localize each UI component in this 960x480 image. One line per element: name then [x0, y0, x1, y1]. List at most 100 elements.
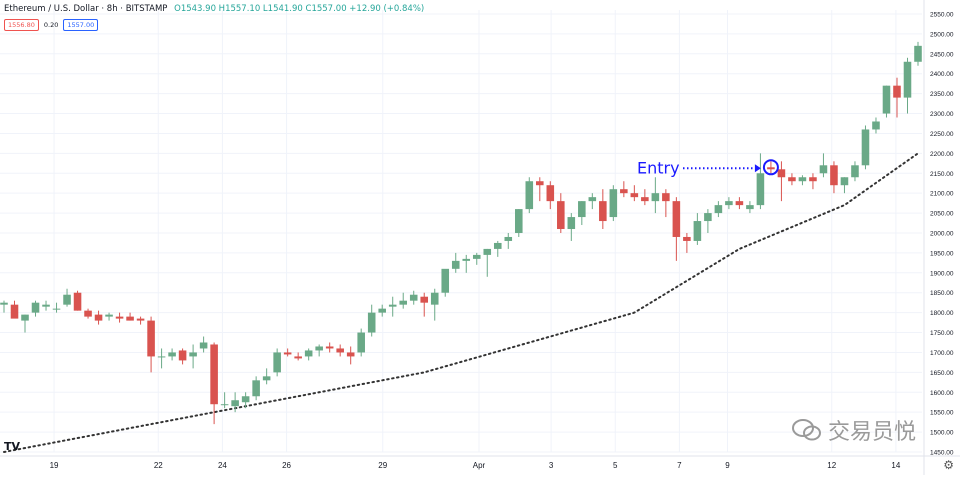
candle-up	[651, 193, 660, 202]
y-tick-label: 1750.00	[930, 330, 954, 337]
x-tick-label: 3	[549, 461, 554, 470]
candle-up	[42, 304, 50, 307]
candle-down	[546, 185, 555, 202]
candle-up	[756, 173, 765, 206]
watermark: 交易员悦	[791, 414, 916, 446]
wechat-icon	[791, 419, 821, 441]
y-tick-label: 2050.00	[930, 211, 954, 218]
trendline	[3, 152, 919, 453]
candle-up	[63, 294, 71, 305]
candle-down	[73, 292, 82, 311]
y-tick-label: 2550.00	[930, 11, 954, 18]
candle-up	[914, 45, 922, 62]
candle-down	[294, 356, 302, 359]
x-tick-label: 24	[218, 461, 227, 470]
trade-badges: 1556.80 0.20 1557.00	[4, 19, 99, 31]
symbol-title[interactable]: Ethereum / U.S. Dollar · 8h · BITSTAMP	[4, 4, 168, 14]
x-tick-label: 26	[282, 461, 291, 470]
candle-down	[893, 85, 901, 98]
candle-up	[578, 201, 586, 218]
candle-down	[94, 314, 103, 321]
candle-up	[882, 85, 891, 114]
x-tick-label: 19	[50, 461, 59, 470]
y-tick-label: 2300.00	[930, 111, 954, 118]
candle-down	[830, 165, 838, 186]
candle-up	[220, 404, 229, 406]
y-tick-label: 2200.00	[930, 151, 954, 158]
candle-down	[84, 310, 92, 317]
candle-down	[420, 296, 429, 303]
candle-down	[283, 352, 292, 355]
candle-up	[52, 308, 61, 310]
y-tick-label: 2400.00	[930, 71, 954, 78]
candle-up	[861, 129, 870, 166]
y-tick-label: 2350.00	[930, 91, 954, 98]
candle-up	[704, 213, 712, 222]
candle-up	[609, 189, 618, 218]
y-tick-label: 2500.00	[930, 31, 954, 38]
x-tick-label: 5	[613, 461, 618, 470]
candle-up	[514, 209, 523, 233]
x-tick-label: 12	[827, 461, 836, 470]
y-tick-label: 1450.00	[930, 450, 954, 457]
spread-value: 0.20	[43, 21, 59, 29]
x-tick-label: 14	[891, 461, 900, 470]
candle-down	[210, 344, 218, 405]
y-tick-label: 2150.00	[930, 171, 954, 178]
candle-up	[493, 242, 502, 249]
candle-down	[147, 320, 155, 357]
candle-up	[0, 302, 8, 305]
candle-down	[735, 201, 744, 206]
candle-up	[199, 342, 208, 349]
y-tick-label: 2100.00	[930, 191, 954, 198]
candle-up	[525, 181, 534, 210]
candle-up	[409, 294, 418, 301]
candle-up	[441, 268, 450, 293]
candle-down	[672, 201, 681, 237]
candle-up	[451, 260, 460, 269]
candle-up	[262, 376, 271, 381]
candle-up	[273, 352, 281, 373]
candle-up	[746, 205, 754, 210]
y-tick-label: 2250.00	[930, 131, 954, 138]
y-tick-label: 1950.00	[930, 250, 954, 257]
candle-up	[504, 236, 513, 241]
candle-down	[767, 167, 775, 170]
candle-up	[378, 308, 386, 313]
candle-up	[252, 380, 260, 397]
candle-down	[115, 316, 124, 319]
settings-gear-icon[interactable]: ⚙	[943, 458, 954, 472]
entry-circle	[762, 159, 779, 176]
candle-up	[315, 346, 323, 351]
x-tick-label: 29	[378, 461, 387, 470]
candle-up	[903, 61, 912, 98]
candle-down	[346, 352, 355, 357]
y-tick-label: 2450.00	[930, 51, 954, 58]
candle-up	[304, 350, 313, 357]
candle-up	[105, 314, 113, 317]
candle-down	[336, 348, 344, 353]
candle-up	[241, 396, 250, 403]
y-tick-label: 1700.00	[930, 350, 954, 357]
candle-down	[136, 318, 145, 321]
chart-header: Ethereum / U.S. Dollar · 8h · BITSTAMP O…	[4, 4, 424, 14]
candle-down	[809, 177, 817, 182]
x-tick-label: 9	[725, 461, 730, 470]
candle-down	[683, 236, 691, 241]
candle-up	[462, 258, 471, 261]
entry-label: Entry	[637, 158, 680, 177]
y-tick-label: 1650.00	[930, 370, 954, 377]
candle-up	[472, 254, 481, 259]
candle-up	[367, 312, 376, 333]
buy-price-button[interactable]: 1557.00	[63, 19, 99, 31]
x-tick-label: 22	[154, 461, 163, 470]
y-tick-label: 1500.00	[930, 430, 954, 437]
candle-up	[872, 121, 880, 130]
candle-up	[357, 332, 365, 353]
candle-up	[798, 177, 807, 182]
candle-down	[557, 201, 565, 230]
candle-up	[588, 197, 597, 202]
sell-price-button[interactable]: 1556.80	[4, 19, 39, 31]
